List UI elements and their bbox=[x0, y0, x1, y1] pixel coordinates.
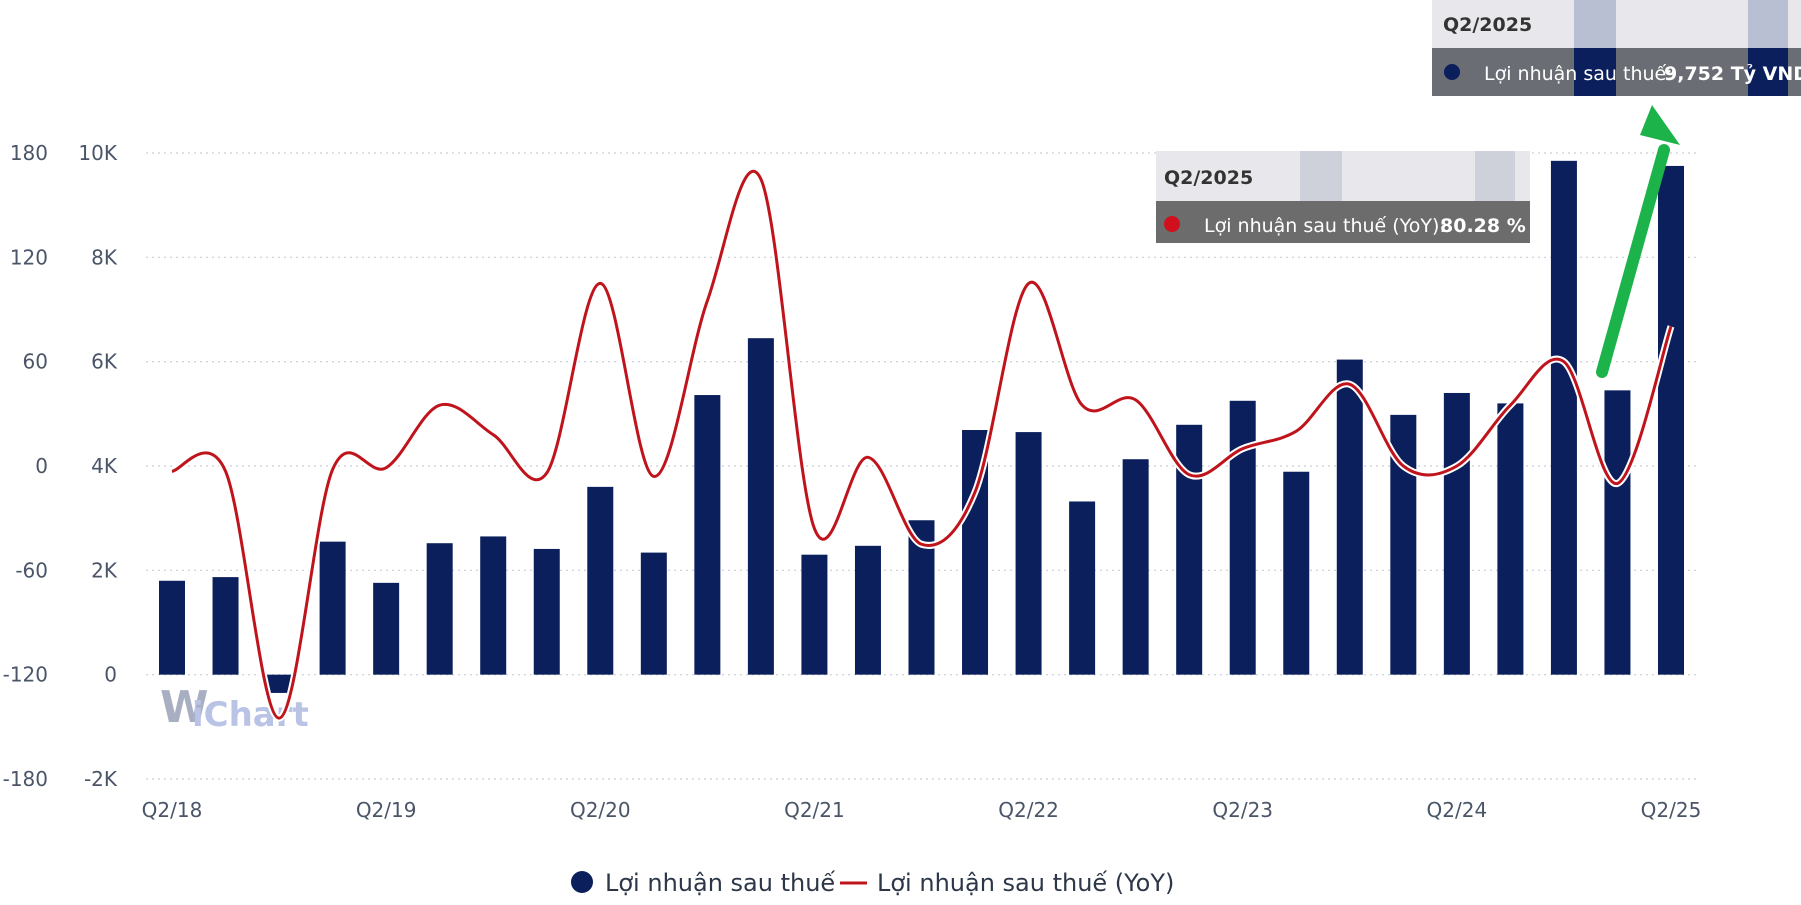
bar bbox=[1015, 432, 1042, 675]
tooltip-yoy-title: Q2/2025 bbox=[1164, 167, 1253, 189]
x-axis-tick-label: Q2/21 bbox=[784, 798, 845, 822]
tooltip-bar-dot bbox=[1444, 64, 1460, 80]
left-axis-tick-label: -120 bbox=[3, 663, 48, 687]
tooltip-yoy-dot bbox=[1164, 216, 1180, 232]
tooltip-yoy-header-band bbox=[1300, 151, 1342, 201]
green-arrow-head bbox=[1640, 105, 1680, 145]
right-axis-tick-label: -2K bbox=[84, 767, 118, 791]
x-axis-tick-label: Q2/25 bbox=[1641, 798, 1702, 822]
left-axis-tick-label: 120 bbox=[10, 245, 48, 269]
bar bbox=[1658, 165, 1684, 675]
tooltip-yoy-header bbox=[1156, 151, 1530, 201]
right-axis-tick-label: 10K bbox=[78, 141, 117, 165]
bar bbox=[212, 577, 239, 675]
tooltip-yoy-body bbox=[1156, 201, 1530, 243]
bar bbox=[640, 552, 667, 675]
tooltip-bar-header bbox=[1432, 0, 1801, 48]
right-axis-ticks: 10K 8K 6K 4K 2K 0 -2K bbox=[78, 141, 117, 791]
x-axis-tick-label: Q2/18 bbox=[142, 798, 203, 822]
bar bbox=[1069, 501, 1096, 675]
legend-bar-label: Lợi nhuận sau thuế bbox=[605, 869, 835, 897]
bar bbox=[1550, 160, 1577, 675]
bar bbox=[1229, 400, 1256, 675]
right-axis-tick-label: 0 bbox=[104, 663, 117, 687]
tooltip-bar: Q2/2025 Lợi nhuận sau thuế: 9,752 Tỷ VND bbox=[1432, 0, 1801, 96]
wichart-watermark: W iChart bbox=[160, 682, 309, 735]
legend-bar-swatch bbox=[571, 871, 593, 893]
bar bbox=[747, 338, 774, 675]
right-axis-tick-label: 2K bbox=[91, 558, 118, 582]
bar bbox=[587, 486, 614, 675]
watermark-logo-w: W bbox=[160, 682, 209, 733]
tooltip-yoy-label: Lợi nhuận sau thuế (YoY): bbox=[1204, 215, 1446, 237]
bar bbox=[373, 582, 400, 675]
right-axis-tick-label: 4K bbox=[91, 454, 118, 478]
left-axis-tick-label: -60 bbox=[15, 558, 48, 582]
tooltip-bar-body bbox=[1432, 48, 1801, 96]
left-axis-tick-label: 60 bbox=[23, 350, 48, 374]
tooltip-bar-value: 9,752 Tỷ VND bbox=[1664, 63, 1801, 85]
x-axis-tick-label: Q2/23 bbox=[1212, 798, 1273, 822]
tooltip-bar-header-band bbox=[1574, 0, 1616, 48]
left-axis-tick-label: 0 bbox=[35, 454, 48, 478]
bar-series bbox=[159, 160, 1684, 693]
bar bbox=[319, 541, 346, 675]
tooltip-yoy: Q2/2025 Lợi nhuận sau thuế (YoY): 80.28 … bbox=[1156, 151, 1530, 243]
bar bbox=[480, 536, 507, 675]
line-series bbox=[170, 167, 1675, 722]
bar bbox=[159, 580, 185, 675]
x-axis-tick-label: Q2/19 bbox=[356, 798, 417, 822]
bar bbox=[1336, 359, 1363, 675]
tooltip-bar-body-band bbox=[1748, 48, 1788, 96]
green-trend-arrow bbox=[1596, 105, 1680, 378]
bar bbox=[533, 548, 560, 675]
x-axis-tick-label: Q2/22 bbox=[998, 798, 1059, 822]
x-axis-tick-label: Q2/20 bbox=[570, 798, 631, 822]
bar bbox=[854, 545, 881, 675]
bar bbox=[1604, 390, 1631, 675]
tooltip-bar-body-band bbox=[1574, 48, 1616, 96]
tooltip-bar-header-band bbox=[1748, 0, 1788, 48]
x-axis-ticks: Q2/18 Q2/19 Q2/20 Q2/21 Q2/22 Q2/23 Q2/24 Q2/25 bbox=[142, 798, 1702, 822]
tooltip-bar-label: Lợi nhuận sau thuế: bbox=[1484, 63, 1673, 85]
right-axis-tick-label: 8K bbox=[91, 245, 118, 269]
bar bbox=[694, 395, 721, 675]
left-axis-tick-label: -180 bbox=[3, 767, 48, 791]
bar bbox=[266, 674, 293, 693]
bar bbox=[1122, 459, 1149, 675]
bar bbox=[426, 543, 453, 675]
tooltip-bar-title: Q2/2025 bbox=[1443, 14, 1532, 36]
legend: Lợi nhuận sau thuế Lợi nhuận sau thuế (Y… bbox=[571, 869, 1174, 897]
left-axis-tick-label: 180 bbox=[10, 141, 48, 165]
left-axis-ticks: 180 120 60 0 -60 -120 -180 bbox=[3, 141, 48, 791]
yoy-line bbox=[171, 169, 1673, 720]
right-axis-tick-label: 6K bbox=[91, 350, 118, 374]
legend-line-label: Lợi nhuận sau thuế (YoY) bbox=[877, 869, 1174, 897]
green-arrow-shaft bbox=[1596, 144, 1670, 378]
bar bbox=[1443, 392, 1470, 675]
bar bbox=[1283, 471, 1310, 675]
bar bbox=[801, 554, 828, 675]
gridlines bbox=[146, 152, 1698, 780]
tooltip-yoy-header-band bbox=[1475, 151, 1515, 201]
bar bbox=[1497, 403, 1524, 675]
x-axis-tick-label: Q2/24 bbox=[1427, 798, 1488, 822]
tooltip-yoy-value: 80.28 % bbox=[1440, 215, 1526, 237]
